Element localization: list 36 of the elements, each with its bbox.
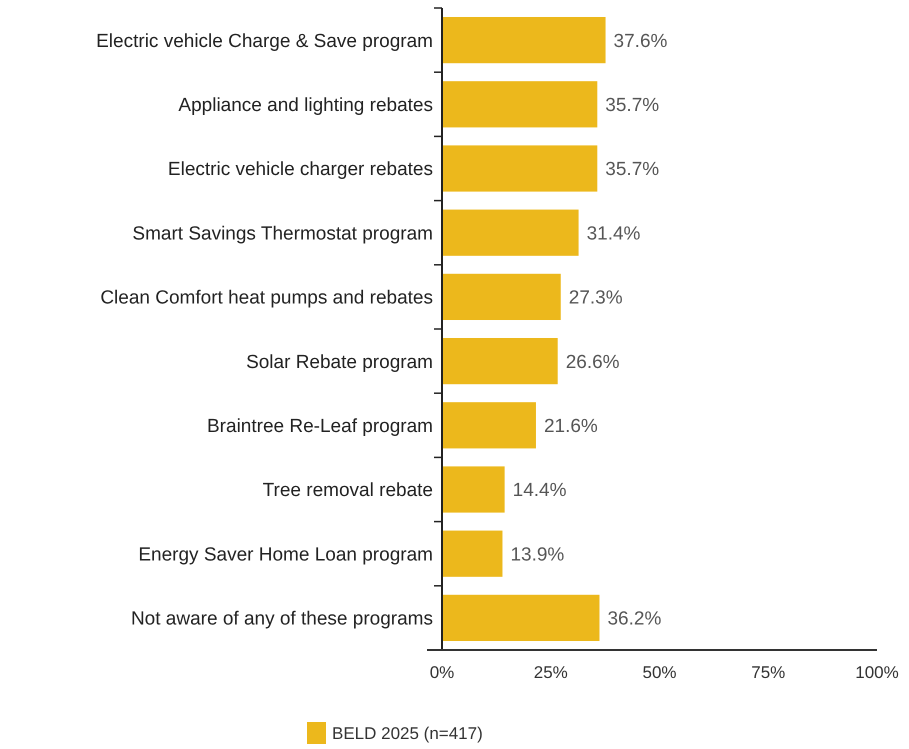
y-tick-label: Energy Saver Home Loan program (138, 544, 433, 566)
y-tick-label: Braintree Re-Leaf program (207, 416, 433, 437)
x-tick-label: 100% (855, 663, 899, 682)
text: 37.6% (614, 30, 668, 52)
x-tick-label: 25% (534, 663, 568, 682)
y-tick-label: Electric vehicle charger rebates (168, 159, 433, 180)
y-tick-label: Tree removal rebate (262, 480, 433, 502)
bar (442, 338, 558, 384)
bar (442, 530, 502, 577)
text: 35.7% (605, 159, 660, 180)
bar (442, 594, 600, 642)
bar (442, 210, 579, 256)
text: 14.4% (512, 480, 567, 502)
bar (442, 145, 598, 192)
y-tick-label: Smart Savings Thermostat program (132, 223, 433, 244)
text: 36.2% (607, 608, 662, 630)
bar (442, 466, 505, 513)
text: 31.4% (586, 223, 640, 244)
bar (442, 402, 536, 448)
bar (442, 81, 598, 128)
text: 35.7% (605, 94, 660, 116)
y-tick-label: Electric vehicle Charge & Save program (96, 30, 433, 52)
y-tick-label: Appliance and lighting rebates (178, 94, 433, 116)
bar (442, 16, 606, 64)
text: 27.3% (568, 288, 623, 309)
x-tick-label: 75% (751, 663, 786, 682)
text: 21.6% (544, 416, 598, 437)
text: 26.6% (566, 352, 620, 373)
y-tick-label: Clean Comfort heat pumps and rebates (100, 288, 433, 309)
x-tick-label: 0% (430, 663, 454, 682)
y-tick-label: Not aware of any of these programs (130, 608, 433, 630)
bar (442, 274, 561, 320)
x-tick-label: 50% (642, 663, 677, 682)
text: 13.9% (510, 544, 564, 566)
legend-label: BELD 2025 (n=417) (332, 724, 483, 743)
y-tick-label: Solar Rebate program (246, 352, 433, 373)
